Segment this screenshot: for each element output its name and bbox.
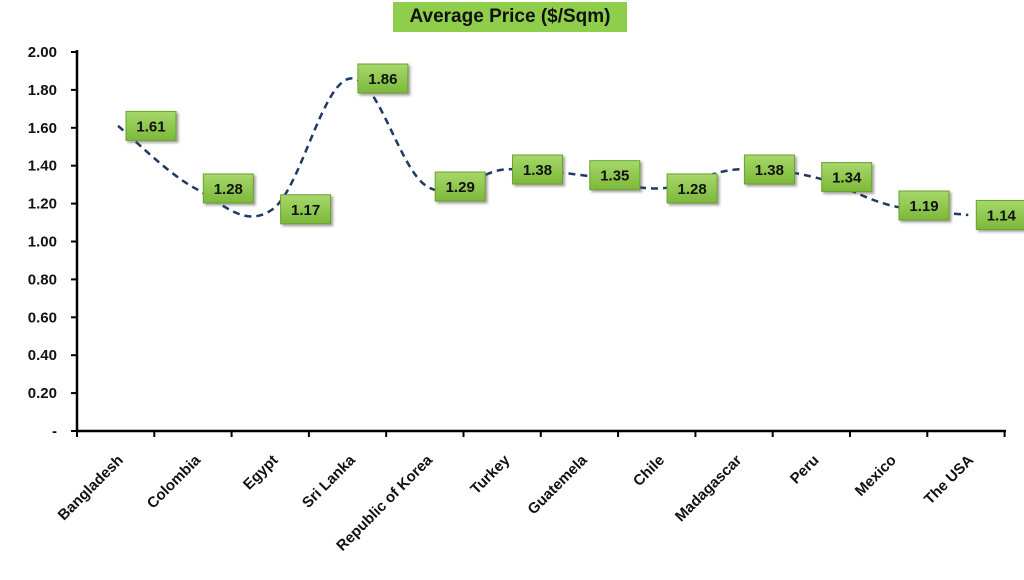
x-category-label: Madagascar [672,452,745,525]
x-category-label: Turkey [467,451,513,497]
data-label: 1.28 [202,173,254,204]
data-label-text: 1.61 [136,118,165,135]
x-category-label: Chile [630,452,668,490]
y-tick-label: 1.60 [28,120,57,137]
data-label: 1.19 [898,190,950,221]
data-label-box [898,190,950,221]
y-tick-label: 1.40 [28,158,57,175]
data-label-box [975,199,1024,230]
x-category-label: Sri Lanka [299,451,359,511]
data-label-text: 1.17 [291,202,320,219]
data-label-text: 1.28 [677,181,706,198]
data-label-box [743,154,795,185]
x-category-label: Colombia [144,451,205,512]
y-tick-label: 1.80 [28,82,57,99]
data-label: 1.29 [434,171,486,202]
data-label-text: 1.28 [214,181,243,198]
data-label-text: 1.19 [909,198,938,215]
data-label-text: 1.38 [755,162,784,179]
data-label: 1.28 [666,173,718,204]
data-label-box [666,173,718,204]
x-category-label: The USA [921,452,977,508]
data-label: 1.61 [125,110,177,141]
y-tick-label: 0.40 [28,347,57,364]
data-label-box [357,63,409,94]
chart-title: Average Price ($/Sqm) [409,6,611,27]
data-label: 1.14 [975,199,1024,230]
y-axis-ticks: - 0.20 0.40 0.60 0.80 1.00 1.20 1.40 1.60 1.80 2.0… [28,44,77,440]
data-label-box [589,160,641,191]
y-tick-label: 0.20 [28,385,57,402]
x-category-label: Bangladesh [55,452,127,524]
data-label-text: 1.35 [600,168,629,185]
data-label-box [821,162,873,193]
data-label: 1.35 [589,160,641,191]
data-label-text: 1.14 [987,207,1017,224]
data-label: 1.34 [821,162,873,193]
x-axis-labels: Bangladesh Colombia Egypt Sri LankaRepublic… [55,431,1006,555]
y-tick-label: 0.60 [28,309,57,326]
price-line [117,77,969,218]
y-tick-label: 1.00 [28,234,57,251]
data-label-box [434,171,486,202]
x-category-label: Peru [787,452,823,488]
data-label-text: 1.29 [446,179,475,196]
data-label-text: 1.86 [368,71,397,88]
series-line [117,77,969,218]
data-label-text: 1.34 [832,170,862,187]
data-label: 1.17 [280,194,332,225]
y-tick-label: - [52,423,57,440]
data-label-text: 1.38 [523,162,552,179]
x-category-label: Egypt [240,452,281,493]
y-tick-label: 2.00 [28,44,57,61]
y-tick-label: 0.80 [28,271,57,288]
y-tick-label: 1.20 [28,196,57,213]
x-category-label: Mexico [852,452,900,500]
axes [75,50,1006,433]
chart-title-box: Average Price ($/Sqm) [393,2,627,32]
data-label-box [512,154,563,185]
x-category-label: Guatemela [524,451,591,518]
data-label-box [280,194,332,225]
data-label-box [125,110,177,141]
data-label: 1.38 [743,154,795,185]
data-label: 1.86 [357,63,409,94]
data-label-box [202,173,254,204]
data-label: 1.38 [512,154,563,185]
data-labels: 1.61 1.28 1.17 1.86 1.29 1.38 1.35 1.28 1.38 1.34… [125,63,1024,230]
